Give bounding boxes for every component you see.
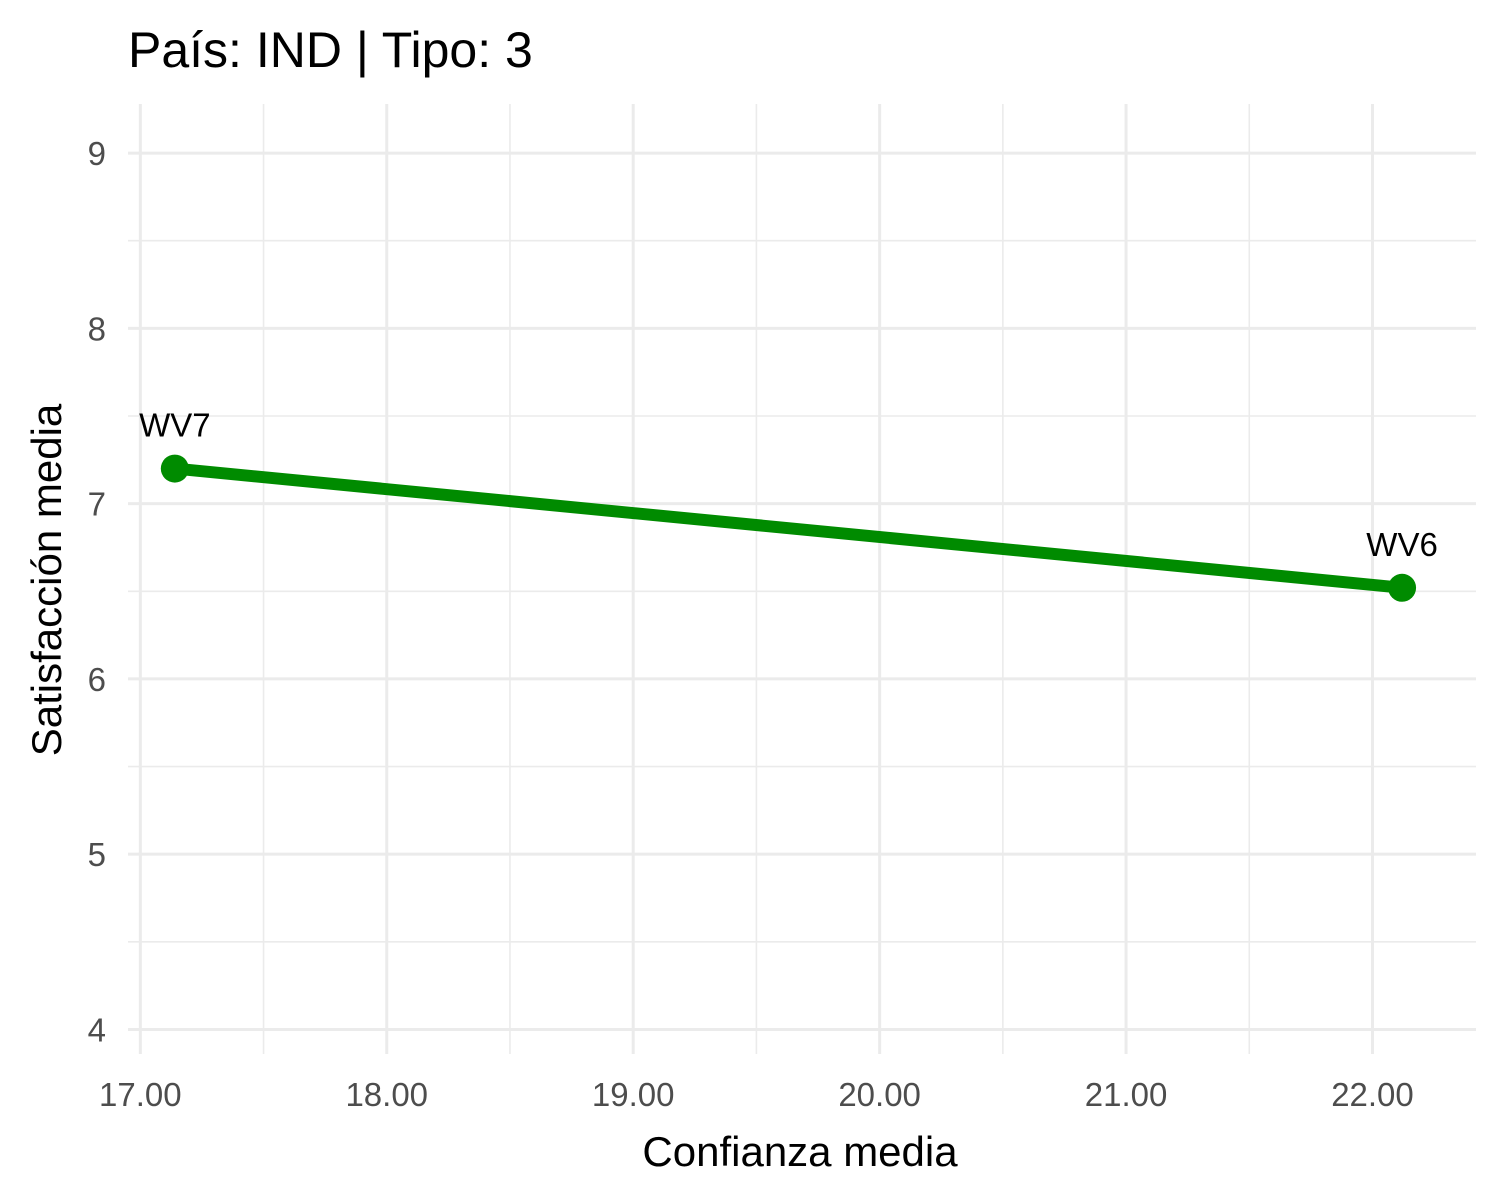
series-layer: WV7 WV6 — [139, 407, 1438, 602]
x-axis-title: Confianza media — [642, 1128, 958, 1175]
x-tick-label: 20.00 — [838, 1076, 921, 1113]
x-tick-label: 17.00 — [99, 1076, 182, 1113]
x-tick-label: 22.00 — [1331, 1076, 1414, 1113]
x-axis-ticks: 17.00 18.00 19.00 20.00 21.00 22.00 — [99, 1076, 1414, 1113]
grid — [128, 104, 1476, 1054]
data-point-label: WV7 — [139, 407, 211, 444]
x-tick-label: 18.00 — [345, 1076, 428, 1113]
data-point — [1388, 573, 1417, 602]
y-tick-label: 6 — [88, 661, 106, 698]
y-axis-ticks: 4 5 6 7 8 9 — [88, 135, 106, 1048]
y-tick-label: 7 — [88, 486, 106, 523]
y-tick-label: 9 — [88, 135, 106, 172]
y-axis-title: Satisfacción media — [23, 403, 70, 756]
y-tick-label: 8 — [88, 310, 106, 347]
chart-title: País: IND | Tipo: 3 — [128, 22, 533, 78]
data-point — [160, 454, 189, 483]
x-tick-label: 19.00 — [592, 1076, 675, 1113]
data-point-label: WV6 — [1366, 526, 1438, 563]
series-line — [174, 462, 1403, 594]
y-tick-label: 4 — [88, 1011, 106, 1048]
y-tick-label: 5 — [88, 836, 106, 873]
x-tick-label: 21.00 — [1085, 1076, 1168, 1113]
